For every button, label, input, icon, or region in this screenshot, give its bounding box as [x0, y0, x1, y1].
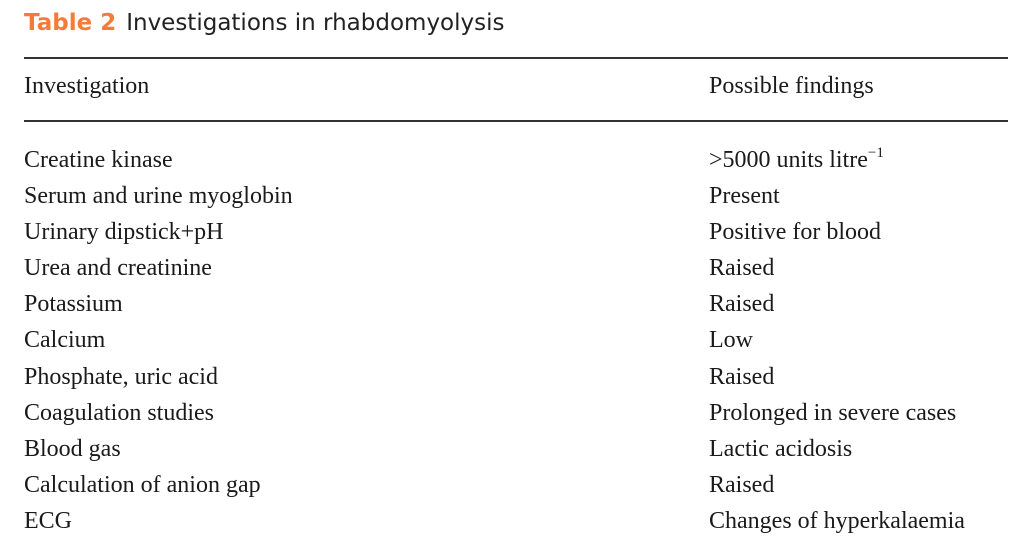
- finding-cell: Raised: [709, 363, 775, 390]
- investigation-cell: Potassium: [24, 291, 123, 318]
- finding-cell: Changes of hyperkalaemia: [709, 507, 965, 534]
- finding-cell: Present: [709, 183, 780, 210]
- investigation-cell: Urea and creatinine: [24, 255, 212, 282]
- investigation-cell: Creatine kinase: [24, 147, 173, 173]
- finding-cell: Raised: [709, 255, 775, 282]
- top-rule: [24, 57, 1008, 59]
- table-title: Investigations in rhabdomyolysis: [126, 10, 505, 36]
- table-row: Urinary dipstick+pH Positive for blood: [0, 214, 1018, 250]
- header-possible-findings: Possible findings: [709, 73, 874, 99]
- table-number: Table 2: [24, 10, 117, 36]
- table-row: ECG Changes of hyperkalaemia: [0, 503, 1018, 539]
- header-rule: [24, 120, 1008, 122]
- table-row: Calcium Low: [0, 322, 1018, 358]
- table-row: Coagulation studies Prolonged in severe …: [0, 395, 1018, 431]
- header-investigation: Investigation: [24, 73, 150, 99]
- investigation-cell: Calculation of anion gap: [24, 471, 261, 498]
- investigation-cell: Urinary dipstick+pH: [24, 219, 224, 246]
- table-row: Phosphate, uric acid Raised: [0, 359, 1018, 395]
- investigation-cell: Blood gas: [24, 435, 121, 462]
- finding-cell: >5000 units litre−1: [709, 142, 884, 178]
- investigation-cell: Coagulation studies: [24, 399, 214, 426]
- finding-cell: Positive for blood: [709, 219, 881, 246]
- table-row: Potassium Raised: [0, 286, 1018, 322]
- investigation-cell: Calcium: [24, 327, 106, 354]
- investigation-cell: Serum and urine myoglobin: [24, 183, 293, 210]
- table-row: Creatine kinase >5000 units litre−1: [0, 142, 1018, 178]
- table-header-row: Investigation Possible findings: [0, 68, 1018, 104]
- finding-superscript: −1: [867, 145, 884, 161]
- table-row: Blood gas Lactic acidosis: [0, 431, 1018, 467]
- investigation-cell: Phosphate, uric acid: [24, 363, 218, 390]
- table-row: Serum and urine myoglobin Present: [0, 178, 1018, 214]
- investigation-cell: ECG: [24, 507, 72, 534]
- finding-cell: Lactic acidosis: [709, 435, 853, 462]
- table-body: Creatine kinase >5000 units litre−1 Seru…: [0, 142, 1018, 539]
- finding-cell: Raised: [709, 291, 775, 318]
- finding-cell: Low: [709, 327, 753, 354]
- finding-text: >5000 units litre: [709, 147, 868, 173]
- table-row: Urea and creatinine Raised: [0, 250, 1018, 286]
- finding-cell: Raised: [709, 471, 775, 498]
- finding-cell: Prolonged in severe cases: [709, 399, 957, 426]
- table-caption: Table 2 Investigations in rhabdomyolysis: [24, 6, 504, 40]
- table-row: Calculation of anion gap Raised: [0, 467, 1018, 503]
